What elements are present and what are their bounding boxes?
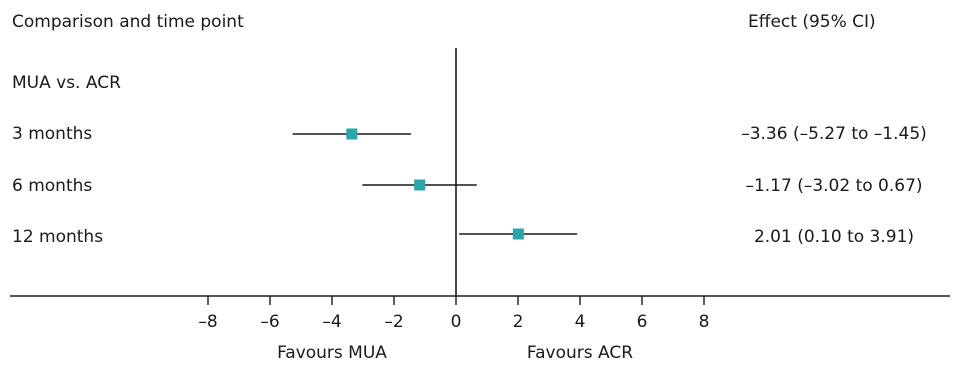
row-label-6-months: 6 months xyxy=(12,176,93,196)
point-estimate-marker xyxy=(346,128,358,140)
row-label-3-months: 3 months xyxy=(12,124,93,144)
favours-left-label: Favours MUA xyxy=(277,343,387,363)
point-estimate-marker xyxy=(414,179,426,191)
x-tick-label: –6 xyxy=(260,312,279,332)
point-estimate-marker xyxy=(512,228,524,240)
x-axis-ticks: –8 –6 –4 –2 0 2 4 6 8 xyxy=(198,296,709,332)
confidence-intervals xyxy=(292,128,578,240)
x-tick-label: 8 xyxy=(699,312,710,332)
effect-text-6-months: –1.17 (–3.02 to 0.67) xyxy=(745,176,923,196)
effect-text-3-months: –3.36 (–5.27 to –1.45) xyxy=(741,124,927,144)
x-tick-label: –2 xyxy=(384,312,403,332)
x-tick-label: –8 xyxy=(198,312,217,332)
header-effect-label: Effect (95% CI) xyxy=(748,12,876,32)
row-label-12-months: 12 months xyxy=(12,227,104,247)
x-tick-label: 0 xyxy=(451,312,462,332)
x-tick-label: –4 xyxy=(322,312,341,332)
group-label: MUA vs. ACR xyxy=(12,73,121,93)
x-tick-label: 2 xyxy=(513,312,524,332)
x-tick-label: 6 xyxy=(637,312,648,332)
favours-right-label: Favours ACR xyxy=(527,343,633,363)
effect-text-12-months: 2.01 (0.10 to 3.91) xyxy=(753,227,915,247)
x-tick-label: 4 xyxy=(575,312,586,332)
header-comparison-label: Comparison and time point xyxy=(12,12,244,32)
